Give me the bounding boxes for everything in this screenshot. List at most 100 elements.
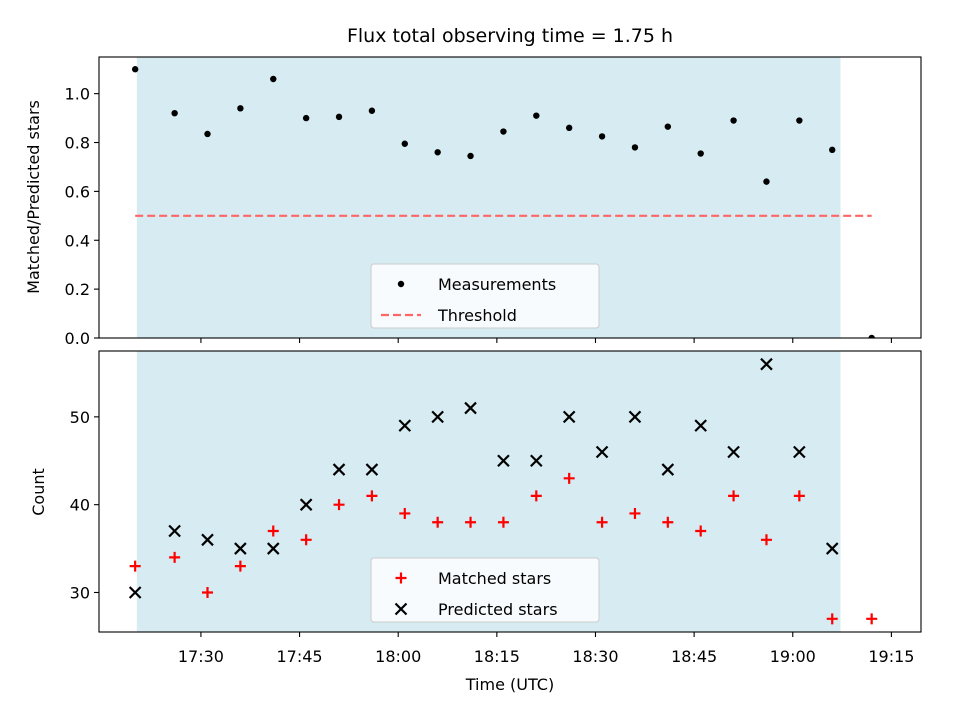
matched-stars-point bbox=[300, 534, 312, 546]
measurements-point bbox=[730, 117, 737, 124]
measurements-point bbox=[368, 107, 376, 114]
chart-title: Flux total observing time = 1.75 h bbox=[347, 25, 673, 47]
matched-stars-point bbox=[432, 516, 444, 528]
measurements-point bbox=[131, 66, 139, 73]
measurements-point bbox=[565, 124, 573, 132]
legend-measurements-swatch bbox=[397, 280, 405, 288]
legend-box bbox=[370, 263, 600, 329]
axes-frame bbox=[98, 56, 922, 339]
y-tick-label: 1.0 bbox=[65, 85, 90, 104]
matched-stars-point bbox=[760, 534, 772, 546]
measurements-point bbox=[598, 133, 606, 140]
x-tick-label: 17:30 bbox=[178, 647, 224, 666]
y-tick-label: 0.4 bbox=[65, 231, 90, 250]
measurements-point bbox=[763, 178, 770, 185]
measurements-point bbox=[533, 112, 540, 119]
matched-stars-point bbox=[234, 560, 246, 572]
matched-stars-point bbox=[662, 516, 674, 528]
predicted-stars-point bbox=[595, 445, 609, 459]
predicted-stars-point bbox=[793, 445, 806, 459]
ratio-y-axis-label: Matched/Predicted stars bbox=[24, 100, 43, 294]
predicted-stars-point bbox=[234, 542, 247, 555]
legend: Measurements Threshold bbox=[370, 263, 600, 329]
matched-stars-point bbox=[497, 516, 509, 528]
x-tick-label: 19:00 bbox=[770, 647, 816, 666]
measurements-point bbox=[467, 152, 474, 160]
matched-stars-point bbox=[629, 507, 641, 519]
matched-stars-point bbox=[129, 560, 141, 572]
predicted-stars-point bbox=[299, 498, 313, 511]
y-tick-label: 0.2 bbox=[65, 280, 90, 299]
matched-stars-point bbox=[169, 551, 181, 563]
matched-stars-point bbox=[563, 472, 575, 484]
measurements-point bbox=[868, 334, 875, 338]
legend-predicted-stars-label: Predicted stars bbox=[438, 600, 558, 619]
measurements-point bbox=[796, 117, 803, 124]
legend-predicted-stars-swatch bbox=[394, 602, 408, 616]
y-tick-label: 0.0 bbox=[65, 329, 90, 348]
y-tick-label: 0.6 bbox=[65, 182, 90, 201]
measurements-point bbox=[335, 113, 343, 121]
y-tick-label: 0.8 bbox=[65, 134, 90, 153]
count-panel: 30 40 50 17:30 17:45 18:00 18:15 18:30 18:45 19:0… bbox=[70, 350, 922, 666]
predicted-stars-point bbox=[266, 542, 280, 555]
predicted-stars-point bbox=[201, 533, 214, 547]
predicted-stars-point bbox=[497, 454, 510, 468]
matched-stars-point bbox=[695, 525, 707, 537]
matched-stars-point bbox=[202, 586, 214, 598]
measurements-point bbox=[697, 150, 704, 157]
measurements-point bbox=[631, 144, 639, 151]
plot-area bbox=[131, 57, 875, 338]
x-tick-label: 19:15 bbox=[868, 647, 914, 666]
legend-matched-stars-label: Matched stars bbox=[438, 569, 551, 588]
measurements-point bbox=[434, 149, 441, 156]
y-tick-label: 30 bbox=[70, 583, 90, 602]
x-tick-label: 17:45 bbox=[277, 647, 323, 666]
matched-stars-point bbox=[333, 499, 345, 511]
matched-stars-point bbox=[728, 490, 740, 502]
predicted-stars-point bbox=[825, 542, 839, 555]
x-tick-label: 18:30 bbox=[572, 647, 618, 666]
x-axis-label: Time (UTC) bbox=[465, 675, 554, 694]
measurements-point bbox=[664, 123, 672, 130]
predicted-stars-point bbox=[431, 410, 444, 424]
legend: Matched stars Predicted stars bbox=[370, 557, 600, 623]
predicted-stars-point bbox=[661, 463, 675, 476]
matched-stars-point bbox=[530, 490, 542, 502]
measurements-point bbox=[204, 130, 211, 138]
y-tick-label: 50 bbox=[70, 408, 90, 427]
axes-frame bbox=[98, 350, 922, 633]
predicted-stars-point bbox=[727, 445, 740, 459]
matched-stars-point bbox=[267, 525, 279, 537]
measurements-point bbox=[171, 110, 178, 117]
predicted-stars-point bbox=[332, 463, 346, 476]
matched-stars-point bbox=[596, 516, 608, 528]
count-y-axis-label: Count bbox=[29, 468, 48, 516]
predicted-stars-point bbox=[760, 357, 773, 371]
measurements-point bbox=[270, 75, 277, 83]
ratio-panel: 0.0 0.2 0.4 0.6 0.8 1.0 Measurements Threshold bbox=[65, 56, 922, 348]
matched-stars-point bbox=[793, 490, 805, 502]
x-tick-label: 18:00 bbox=[375, 647, 421, 666]
matched-stars-point bbox=[465, 516, 477, 528]
predicted-stars-point bbox=[365, 463, 379, 476]
measurements-point bbox=[237, 105, 244, 112]
y-tick-label: 40 bbox=[70, 496, 90, 515]
predicted-stars-point bbox=[168, 524, 181, 538]
legend-threshold-label: Threshold bbox=[437, 306, 517, 325]
x-tick-label: 18:15 bbox=[474, 647, 520, 666]
legend-measurements-label: Measurements bbox=[438, 275, 556, 294]
predicted-stars-point bbox=[128, 586, 142, 599]
legend-matched-stars-swatch bbox=[395, 572, 407, 584]
predicted-stars-point bbox=[530, 454, 543, 468]
predicted-stars-point bbox=[562, 410, 576, 424]
measurements-point bbox=[500, 128, 507, 135]
predicted-stars-point bbox=[398, 419, 412, 432]
predicted-stars-point bbox=[628, 410, 642, 424]
matched-stars-point bbox=[399, 507, 411, 519]
measurements-point bbox=[829, 146, 836, 154]
measurements-point bbox=[302, 114, 310, 122]
matched-stars-point bbox=[826, 613, 838, 625]
predicted-stars-point bbox=[694, 419, 707, 432]
